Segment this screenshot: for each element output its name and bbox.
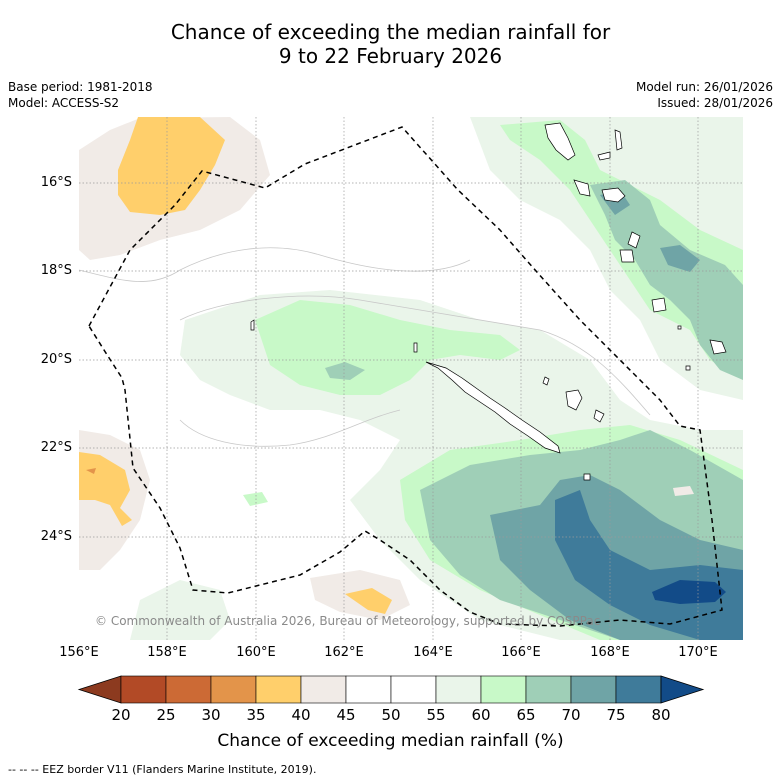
issued-text: Issued: 28/01/2026 [657, 96, 773, 110]
colorbar-bin-70-75 [570, 675, 617, 704]
colorbar-tick-55: 55 [426, 706, 446, 724]
contour-35-40-south [345, 588, 392, 614]
colorbar-bin-75-80 [615, 675, 662, 704]
colorbar-tick-75: 75 [606, 706, 626, 724]
colorbar-tick-60: 60 [471, 706, 491, 724]
contour-40-45-east [673, 486, 694, 496]
colorbar-bin-55-60 [435, 675, 482, 704]
colorbar-tick-30: 30 [201, 706, 221, 724]
lon-label-158e: 158°E [147, 645, 187, 660]
contour-line-3 [179, 409, 401, 447]
colorbar-bin-65-70 [525, 675, 572, 704]
loyalty-island-lifou [565, 389, 583, 411]
colorbar-tick-50: 50 [381, 706, 401, 724]
coastlines [250, 122, 727, 481]
colorbar-tick-65: 65 [516, 706, 536, 724]
isle-of-pines [583, 473, 591, 481]
contour-80-plus [652, 580, 726, 604]
colorbar-bin-60-65 [480, 675, 527, 704]
contour-30-35-west [86, 468, 96, 474]
vanuatu-efate [601, 187, 626, 203]
chesterfield-islands [250, 319, 255, 331]
contour-35-40-northwest [118, 117, 225, 215]
colorbar-title: Chance of exceeding median rainfall (%) [217, 731, 564, 751]
colorbar-extend-high [660, 675, 705, 704]
copyright-notice: © Commonwealth of Australia 2026, Bureau… [95, 614, 601, 628]
lon-label-156e: 156°E [59, 645, 99, 660]
vanuatu-espiritu-santo [544, 122, 576, 161]
eez-footnote: -- -- -- EEZ border V11 (Flanders Marine… [8, 763, 317, 776]
colorbar-tick-35: 35 [246, 706, 266, 724]
lat-label-16s: 16°S [40, 175, 72, 190]
lon-label-162e: 162°E [324, 645, 364, 660]
contour-70-75-north2 [660, 245, 700, 272]
contour-line-1 [179, 295, 651, 416]
contour-line-2 [79, 247, 471, 282]
vanuatu-tanna [619, 249, 635, 263]
vanuatu-small-2 [685, 365, 691, 371]
rainfall-map[interactable]: © Commonwealth of Australia 2026, Bureau… [79, 117, 743, 640]
vanuatu-aneityum [651, 297, 667, 313]
eez-border [88, 126, 723, 627]
loyalty-island-ouvea [542, 376, 550, 386]
colorbar-tick-20: 20 [111, 706, 131, 724]
base-period-text: Base period: 1981-2018 [8, 80, 153, 94]
vanuatu-small-1 [709, 339, 727, 355]
contour-60-65-small [243, 492, 268, 506]
contour-65-70-north [590, 180, 743, 380]
contour-55-60-south-west [130, 580, 230, 640]
contour-65-70-central [325, 362, 365, 380]
map-title-line2: 9 to 22 February 2026 [278, 44, 503, 68]
lat-label-24s: 24°S [40, 529, 72, 544]
model-text: Model: ACCESS-S2 [8, 96, 120, 110]
vanuatu-small-3 [677, 325, 682, 330]
lat-label-18s: 18°S [40, 263, 72, 278]
colorbar-bin-30-35 [210, 675, 257, 704]
lon-label-168e: 168°E [590, 645, 630, 660]
colorbar-bin-20-25 [120, 675, 167, 704]
model-run-text: Model run: 26/01/2026 [635, 80, 773, 94]
colorbar-bin-25-30 [165, 675, 212, 704]
colorbar-tick-70: 70 [561, 706, 581, 724]
colorbar-tick-40: 40 [291, 706, 311, 724]
belep-islands [413, 342, 418, 353]
colorbar-bin-45-50 [345, 675, 392, 704]
colorbar-bin-50-55 [390, 675, 437, 704]
colorbar-bin-35-40 [255, 675, 302, 704]
colorbar-tick-80: 80 [651, 706, 671, 724]
lon-label-170e: 170°E [678, 645, 718, 660]
lat-label-20s: 20°S [40, 352, 72, 367]
vanuatu-erromango [627, 231, 641, 249]
new-caledonia-grande-terre [425, 361, 561, 454]
colorbar-bin-40-45 [300, 675, 347, 704]
contour-55-60-north [470, 117, 743, 400]
colorbar-segments [77, 675, 705, 704]
map-title-line1: Chance of exceeding the median rainfall … [170, 20, 611, 44]
vanuatu-ambae [597, 151, 611, 161]
lat-label-22s: 22°S [40, 440, 72, 455]
graticule [79, 117, 743, 640]
vanuatu-malekula [573, 179, 591, 197]
colorbar-tick-45: 45 [336, 706, 356, 724]
loyalty-island-mare [593, 409, 605, 423]
lon-label-160e: 160°E [236, 645, 276, 660]
contour-60-65-central [255, 300, 520, 395]
vanuatu-pentecost [614, 129, 623, 151]
colorbar-extend-low [77, 675, 122, 704]
lon-label-164e: 164°E [413, 645, 453, 660]
colorbar-tick-25: 25 [156, 706, 176, 724]
map-canvas [79, 117, 743, 640]
lon-label-166e: 166°E [501, 645, 541, 660]
